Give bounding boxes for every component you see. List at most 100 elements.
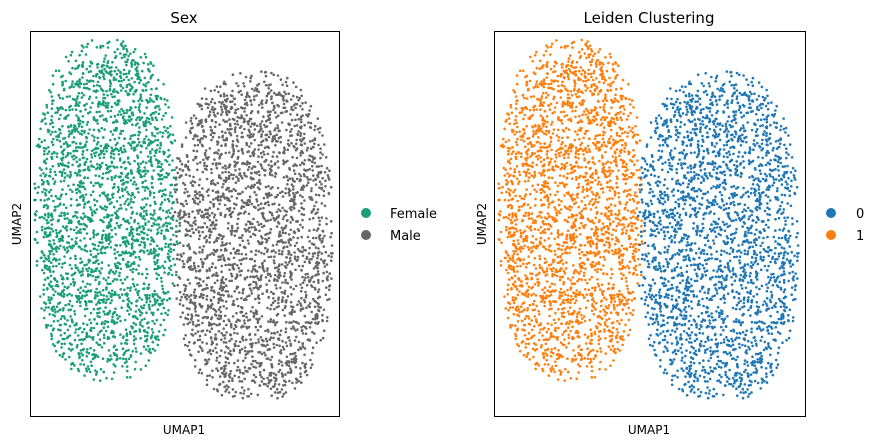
scatter-point (77, 125, 81, 128)
scatter-point (170, 273, 174, 277)
scatter-point (292, 206, 295, 209)
scatter-point (146, 331, 149, 334)
scatter-point (110, 299, 114, 302)
scatter-point (312, 207, 316, 211)
scatter-point (272, 216, 275, 220)
scatter-point (125, 360, 128, 363)
scatter-point (326, 275, 330, 278)
scatter-point (109, 282, 112, 286)
scatter-point (69, 170, 72, 174)
scatter-point (308, 217, 312, 221)
scatter-point (322, 261, 326, 265)
scatter-point (197, 237, 201, 241)
scatter-point (47, 257, 51, 260)
scatter-point (206, 374, 209, 378)
scatter-point (322, 271, 325, 275)
scatter-point (329, 220, 333, 223)
scatter-point (105, 286, 108, 290)
scatter-point (301, 108, 304, 111)
scatter-point (181, 311, 184, 315)
scatter-point (191, 320, 195, 324)
scatter-point (51, 165, 55, 168)
scatter-point (148, 308, 151, 311)
scatter-point (149, 93, 153, 97)
scatter-point (172, 176, 176, 179)
scatter-point (71, 80, 74, 83)
scatter-point (300, 286, 304, 290)
scatter-point (265, 139, 269, 142)
scatter-point (122, 111, 126, 115)
scatter-point (54, 349, 58, 353)
scatter-point (126, 198, 129, 201)
scatter-point (158, 150, 161, 153)
scatter-point (110, 175, 113, 179)
scatter-point (136, 143, 139, 147)
scatter-point (97, 282, 101, 286)
scatter-point (144, 348, 148, 351)
scatter-point (243, 107, 247, 110)
scatter-point (206, 315, 210, 319)
scatter-point (136, 156, 140, 159)
scatter-point (97, 174, 101, 178)
scatter-point (95, 322, 99, 326)
scatter-point (227, 361, 231, 365)
scatter-point (55, 234, 59, 237)
scatter-point (218, 322, 221, 326)
scatter-point (44, 173, 48, 177)
scatter-point (204, 149, 208, 152)
scatter-point (122, 353, 125, 357)
scatter-point (201, 349, 204, 353)
scatter-point (230, 189, 233, 193)
scatter-point (205, 329, 209, 332)
scatter-point (243, 85, 246, 88)
scatter-point (53, 180, 57, 183)
scatter-point (131, 113, 135, 117)
scatter-point (205, 298, 209, 301)
scatter-point (269, 160, 273, 163)
scatter-point (129, 84, 132, 87)
scatter-point (209, 125, 212, 129)
scatter-point (100, 88, 103, 91)
scatter-point (56, 219, 60, 223)
scatter-point (262, 377, 266, 381)
scatter-point (325, 270, 329, 274)
scatter-point (117, 188, 121, 191)
scatter-point (76, 130, 80, 134)
scatter-point (277, 362, 281, 366)
scatter-point (106, 177, 109, 180)
scatter-point (281, 206, 284, 210)
scatter-point (88, 95, 92, 99)
scatter-point (234, 252, 238, 255)
scatter-point (113, 290, 117, 294)
scatter-point (258, 173, 261, 177)
scatter-point (226, 198, 230, 202)
scatter-point (127, 141, 130, 145)
scatter-point (232, 299, 235, 303)
scatter-point (254, 253, 257, 256)
scatter-point (206, 208, 209, 212)
scatter-point (264, 101, 268, 104)
scatter-point (156, 343, 160, 347)
scatter-point (114, 293, 118, 296)
scatter-point (53, 205, 57, 209)
scatter-point (150, 311, 153, 315)
scatter-point (264, 120, 268, 123)
scatter-point (87, 289, 90, 293)
scatter-point (287, 187, 291, 191)
scatter-point (324, 156, 328, 159)
scatter-point (219, 317, 223, 320)
scatter-point (193, 307, 197, 310)
scatter-point (324, 293, 328, 297)
scatter-point (151, 331, 155, 334)
scatter-point (134, 61, 137, 64)
scatter-point (56, 138, 59, 142)
scatter-point (81, 194, 84, 197)
scatter-point (84, 290, 88, 294)
scatter-point (313, 137, 317, 140)
scatter-point (307, 321, 310, 325)
scatter-point (258, 181, 261, 184)
scatter-point (288, 321, 291, 324)
scatter-point (186, 229, 189, 233)
scatter-point (137, 133, 140, 137)
scatter-point (92, 247, 96, 251)
